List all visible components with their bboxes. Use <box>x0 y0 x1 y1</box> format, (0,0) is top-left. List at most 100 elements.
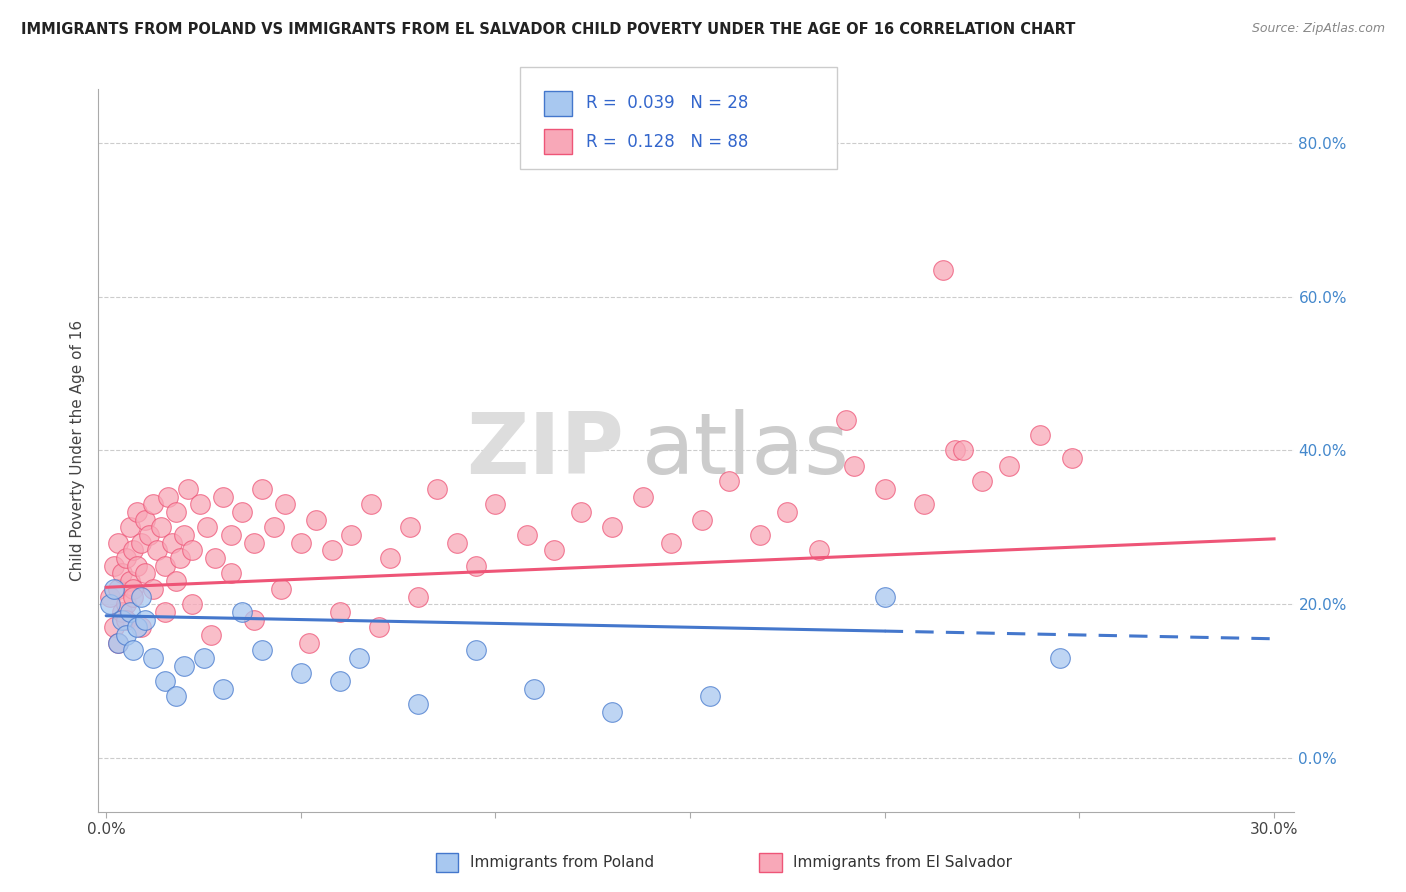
Point <box>690 513 713 527</box>
Point <box>122 543 145 558</box>
Point <box>1029 428 1052 442</box>
Point <box>204 551 226 566</box>
Point <box>193 651 215 665</box>
Point <box>484 497 506 511</box>
Point <box>134 513 156 527</box>
Point <box>972 474 994 488</box>
Point <box>569 505 592 519</box>
Point <box>1060 451 1083 466</box>
Point <box>398 520 420 534</box>
Point <box>138 528 160 542</box>
Point <box>114 597 136 611</box>
Point <box>290 666 312 681</box>
Point <box>749 528 772 542</box>
Point <box>446 535 468 549</box>
Point <box>406 590 429 604</box>
Text: Immigrants from Poland: Immigrants from Poland <box>470 855 654 870</box>
Point <box>200 628 222 642</box>
Point <box>127 620 149 634</box>
Point <box>127 505 149 519</box>
Text: Source: ZipAtlas.com: Source: ZipAtlas.com <box>1251 22 1385 36</box>
Point <box>173 658 195 673</box>
Point <box>263 520 285 534</box>
Point <box>149 520 172 534</box>
Point <box>298 635 321 649</box>
Point <box>321 543 343 558</box>
Point <box>406 697 429 711</box>
Point <box>952 443 974 458</box>
Point <box>118 520 141 534</box>
Point <box>169 551 191 566</box>
Point <box>835 413 858 427</box>
Point <box>718 474 741 488</box>
Point <box>103 558 125 573</box>
Point <box>776 505 799 519</box>
Point <box>367 620 389 634</box>
Point <box>219 566 242 581</box>
Point <box>103 582 125 596</box>
Point <box>380 551 402 566</box>
Point <box>699 690 721 704</box>
Point <box>943 443 966 458</box>
Point <box>197 520 219 534</box>
Point <box>165 690 187 704</box>
Point <box>250 643 273 657</box>
Point <box>633 490 655 504</box>
Point <box>146 543 169 558</box>
Point <box>329 605 352 619</box>
Point <box>465 643 488 657</box>
Point <box>349 651 371 665</box>
Point <box>516 528 538 542</box>
Point <box>1049 651 1071 665</box>
Point <box>340 528 363 542</box>
Point <box>329 674 352 689</box>
Point <box>162 535 184 549</box>
Point <box>134 566 156 581</box>
Point <box>180 543 202 558</box>
Point <box>134 613 156 627</box>
Point <box>129 620 152 634</box>
Point <box>873 590 896 604</box>
Point <box>111 613 134 627</box>
Point <box>177 482 200 496</box>
Point <box>873 482 896 496</box>
Point <box>543 543 565 558</box>
Point <box>153 605 176 619</box>
Point <box>118 605 141 619</box>
Point <box>114 551 136 566</box>
Point <box>114 613 136 627</box>
Point <box>142 651 165 665</box>
Point <box>129 590 152 604</box>
Point <box>157 490 180 504</box>
Point <box>107 582 129 596</box>
Point <box>305 513 328 527</box>
Text: Immigrants from El Salvador: Immigrants from El Salvador <box>793 855 1012 870</box>
Point <box>142 582 165 596</box>
Point <box>103 620 125 634</box>
Text: atlas: atlas <box>643 409 851 492</box>
Point <box>118 574 141 588</box>
Point <box>274 497 297 511</box>
Point <box>219 528 242 542</box>
Point <box>111 566 134 581</box>
Point <box>129 535 152 549</box>
Point <box>153 558 176 573</box>
Text: IMMIGRANTS FROM POLAND VS IMMIGRANTS FROM EL SALVADOR CHILD POVERTY UNDER THE AG: IMMIGRANTS FROM POLAND VS IMMIGRANTS FRO… <box>21 22 1076 37</box>
Point <box>107 635 129 649</box>
Point <box>107 635 129 649</box>
Point <box>98 597 121 611</box>
Point <box>912 497 935 511</box>
Point <box>173 528 195 542</box>
Point <box>231 605 253 619</box>
Point <box>523 681 546 696</box>
Point <box>188 497 211 511</box>
Text: ZIP: ZIP <box>467 409 624 492</box>
Text: R =  0.039   N = 28: R = 0.039 N = 28 <box>586 95 748 112</box>
Text: R =  0.128   N = 88: R = 0.128 N = 88 <box>586 133 748 151</box>
Point <box>212 681 235 696</box>
Point <box>842 458 865 473</box>
Point <box>600 520 623 534</box>
Point <box>122 590 145 604</box>
Point <box>98 590 121 604</box>
Point <box>180 597 202 611</box>
